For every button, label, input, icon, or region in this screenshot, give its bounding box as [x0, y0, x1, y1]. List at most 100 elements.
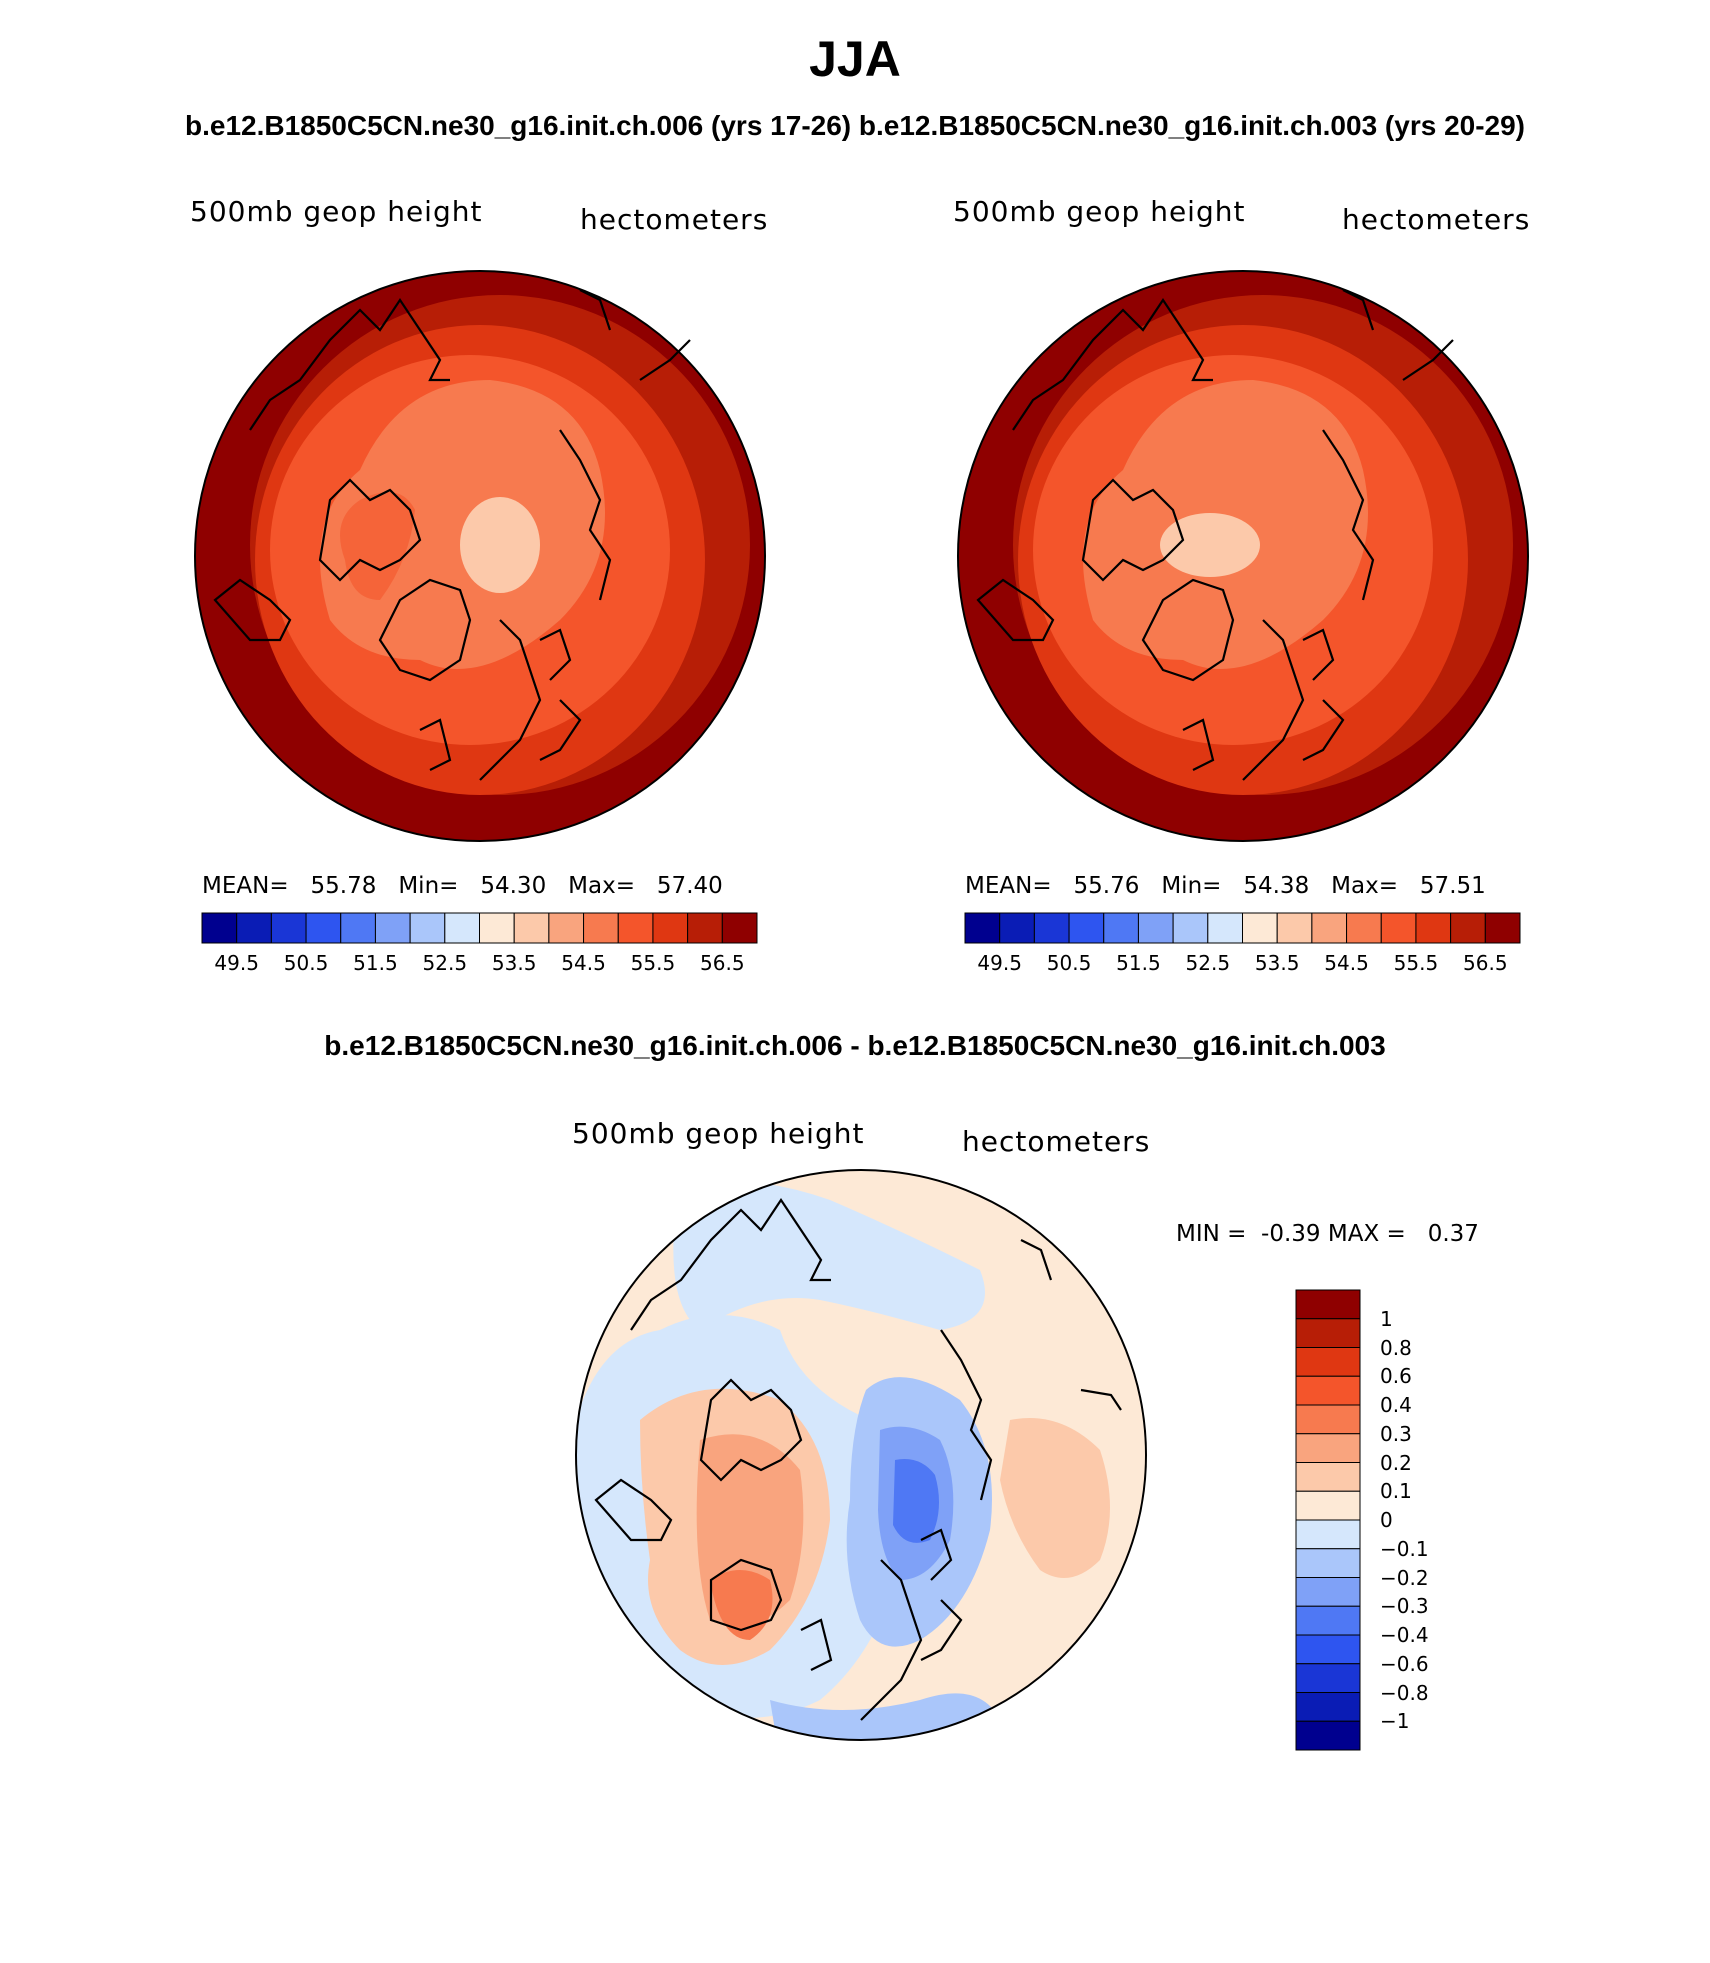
panel1-colorbar-swatch	[548, 912, 585, 944]
difference-colorbar-swatch	[1295, 1692, 1361, 1722]
difference-colorbar-swatch	[1295, 1404, 1361, 1435]
panel1-colorbar-swatch	[270, 912, 307, 944]
panel1-colorbar-swatch	[236, 912, 272, 944]
panel2-colorbar-tick-label: 54.5	[1324, 951, 1369, 975]
panel1-colorbar-swatch	[652, 912, 689, 944]
panel1-mean-value: 55.78	[310, 873, 377, 899]
difference-colorbar-tick-label: −0.4	[1380, 1623, 1429, 1647]
difference-colorbar-tick-label: −1	[1380, 1709, 1410, 1734]
panel2-colorbar-tick-label: 49.5	[977, 951, 1022, 975]
panel2-colorbar-swatch	[1172, 912, 1209, 944]
panel2-max-label: Max=	[1331, 873, 1398, 899]
difference-colorbar-swatch	[1295, 1577, 1361, 1607]
panel2-units-label: hectometers	[1342, 203, 1531, 236]
panel1-colorbar-tick-label: 53.5	[491, 951, 537, 975]
difference-colorbar-tick-label: 0	[1380, 1508, 1393, 1532]
panel1-max-label: Max=	[568, 873, 635, 899]
panel2-colorbar-swatch	[1242, 912, 1278, 944]
panel2-variable-label: 500mb geop height	[953, 195, 1246, 228]
difference-colorbar-swatch	[1295, 1375, 1361, 1406]
panel2-colorbar-tick-label: 56.5	[1463, 951, 1508, 975]
panel1-map-border	[194, 270, 766, 842]
panel1-colorbar-swatch	[409, 912, 446, 944]
difference-colorbar-tick-label: 0.1	[1380, 1479, 1412, 1504]
panel1-map	[195, 271, 765, 841]
panel1-variable-label: 500mb geop height	[190, 195, 483, 228]
difference-colorbar-swatch	[1295, 1433, 1361, 1463]
panel2-colorbar-swatch	[1276, 912, 1313, 944]
panel2-stats: MEAN= 55.76 Min= 54.38 Max= 57.51	[965, 873, 1486, 899]
difference-colorbar-swatch	[1295, 1347, 1361, 1377]
difference-colorbar-tick-label: 0.8	[1380, 1335, 1412, 1360]
panel2-colorbar-tick-label: 51.5	[1116, 951, 1161, 975]
difference-colorbar-tick-label: −0.1	[1380, 1536, 1429, 1561]
panel2-colorbar-swatch	[1137, 912, 1174, 944]
diff-max-value: 0.37	[1427, 1221, 1479, 1247]
panel1-colorbar-swatch	[513, 912, 550, 944]
diff-units-label: hectometers	[962, 1125, 1151, 1158]
difference-colorbar-swatch	[1295, 1318, 1361, 1348]
panel2-min-value: 54.38	[1243, 873, 1310, 899]
panel1-colorbar-tick-label: 56.5	[700, 951, 745, 975]
panel2-colorbar-swatch	[1346, 912, 1382, 944]
panel1-mean-label: MEAN=	[202, 873, 289, 899]
panel1-min-label: Min=	[398, 873, 459, 899]
diff-min-value: -0.39	[1261, 1221, 1321, 1247]
panel1-colorbar-tick-label: 54.5	[561, 951, 606, 975]
difference-colorbar-swatch	[1295, 1289, 1361, 1320]
panel2-colorbar-swatch	[1207, 912, 1243, 944]
panel2-colorbar-tick-label: 50.5	[1046, 951, 1092, 975]
difference-colorbar-tick-label: −0.2	[1380, 1565, 1429, 1590]
difference-subtitle: b.e12.B1850C5CN.ne30_g16.init.ch.006 - b…	[324, 1030, 1386, 1061]
panel2-colorbar-swatch	[1484, 912, 1521, 944]
panel2-min-label: Min=	[1161, 873, 1222, 899]
difference-colorbar-swatch	[1295, 1548, 1361, 1578]
difference-colorbar-tick-label: 0.6	[1380, 1364, 1412, 1389]
panel1-colorbar-swatch	[583, 912, 619, 944]
panel1-colorbar-tick-label: 55.5	[630, 951, 676, 975]
panel1-coastlines	[213, 289, 691, 781]
diff-variable-label: 500mb geop height	[572, 1117, 865, 1150]
panel1-colorbar-tick-label: 49.5	[214, 951, 259, 975]
panel2-mean-value: 55.76	[1073, 873, 1140, 899]
panel1-min-value: 54.30	[480, 873, 547, 899]
panel2-map-border	[957, 270, 1529, 842]
panel1-colorbar-swatch	[374, 912, 411, 944]
panel2-colorbar-swatch	[1380, 912, 1417, 944]
panel1-colorbar-swatch	[687, 912, 723, 944]
difference-colorbar	[1295, 1289, 1361, 1751]
panel1-max-value: 57.40	[656, 873, 723, 899]
difference-colorbar-swatch	[1295, 1663, 1361, 1693]
panel2-colorbar-swatch	[1311, 912, 1348, 944]
panel2-map	[958, 271, 1528, 841]
panel1-colorbar-swatch	[617, 912, 654, 944]
figure-title: JJA	[809, 31, 901, 87]
difference-colorbar-swatch	[1295, 1605, 1361, 1636]
difference-colorbar-swatch	[1295, 1634, 1361, 1665]
panel1-colorbar-swatch	[201, 912, 238, 944]
panel2-colorbar-swatch	[1450, 912, 1486, 944]
panel2-colorbar-swatch	[1033, 912, 1070, 944]
panel2-colorbar-swatch	[1415, 912, 1452, 944]
difference-colorbar-swatch	[1295, 1720, 1361, 1751]
difference-map	[576, 1170, 1146, 1740]
panel2-colorbar-tick-label: 55.5	[1393, 951, 1439, 975]
difference-colorbar-tick-label: 1	[1380, 1306, 1393, 1331]
panel2-colorbar	[964, 912, 1521, 944]
panel2-coastlines	[976, 289, 1454, 781]
difference-colorbar-tick-label: −0.8	[1380, 1680, 1429, 1705]
panel2-colorbar-swatch	[964, 912, 1001, 944]
panel2-colorbar-tick-label: 53.5	[1254, 951, 1300, 975]
panel1-colorbar-swatch	[479, 912, 515, 944]
difference-colorbar-tick-label: −0.3	[1380, 1594, 1429, 1619]
panel2-max-value: 57.51	[1419, 873, 1486, 899]
panel2-colorbar-swatch	[999, 912, 1035, 944]
difference-colorbar-swatch	[1295, 1519, 1361, 1550]
panel1-colorbar-tick-label: 51.5	[353, 951, 398, 975]
panel1-colorbar-swatch	[721, 912, 758, 944]
panel2-colorbar-swatch	[1068, 912, 1105, 944]
diff-stats: MIN = -0.39 MAX = 0.37	[1176, 1221, 1479, 1247]
panel1-units-label: hectometers	[580, 203, 769, 236]
diff-max-label: MAX =	[1327, 1221, 1406, 1247]
